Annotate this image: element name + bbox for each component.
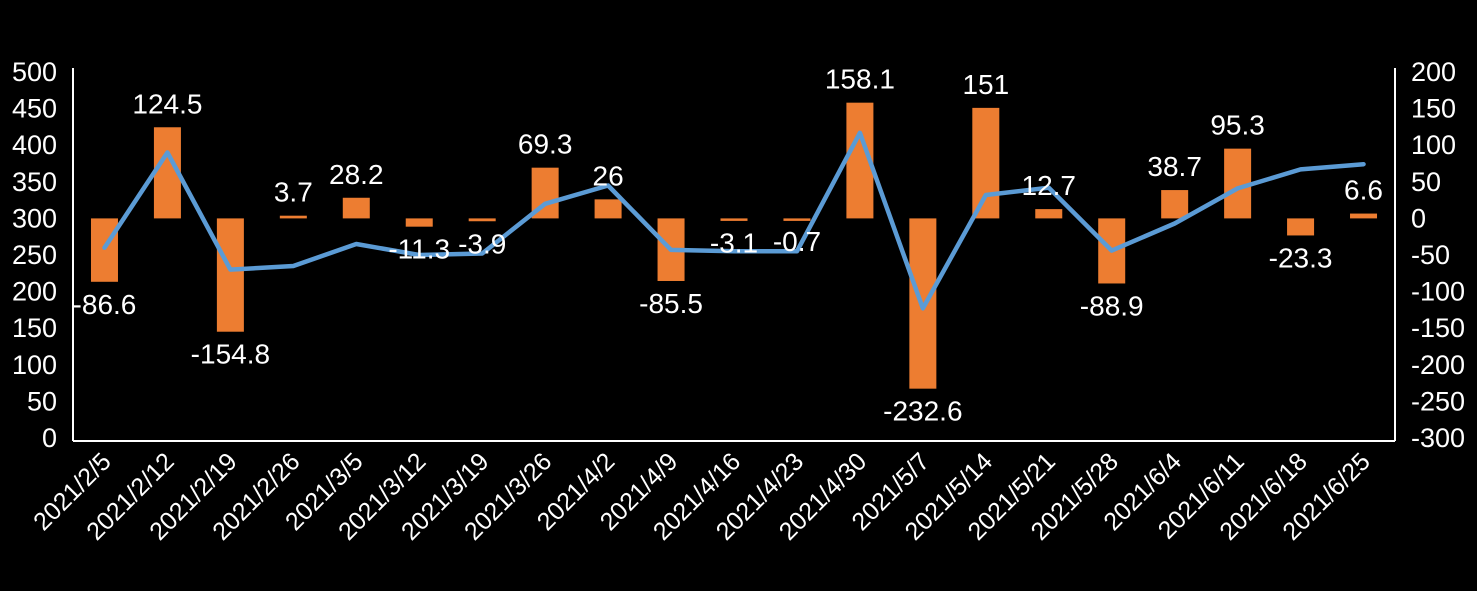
left-axis-tick-label: 450 xyxy=(12,94,57,124)
left-axis-tick-label: 350 xyxy=(12,167,57,197)
bar-value-label: -0.7 xyxy=(773,226,821,257)
bar xyxy=(1287,218,1315,236)
left-axis-tick-label: 300 xyxy=(12,203,57,233)
left-axis-tick-label: 400 xyxy=(12,130,57,160)
bar xyxy=(972,107,1000,219)
right-axis-tick-label: -200 xyxy=(1411,350,1465,380)
bar-value-label: 124.5 xyxy=(132,88,202,119)
bar-value-label: -86.6 xyxy=(73,289,137,320)
bar-value-label: -154.8 xyxy=(191,339,270,370)
right-axis-tick-label: -100 xyxy=(1411,277,1465,307)
bar xyxy=(216,218,244,332)
bar-value-label: -3.1 xyxy=(710,228,758,259)
left-axis-tick-label: 200 xyxy=(12,277,57,307)
bar-value-label: 26 xyxy=(593,160,624,191)
left-axis-tick-label: 50 xyxy=(27,386,57,416)
right-axis-tick-label: -150 xyxy=(1411,313,1465,343)
bar xyxy=(783,218,811,221)
bar-value-label: 6.6 xyxy=(1344,175,1383,206)
left-axis-tick-label: 0 xyxy=(42,423,57,453)
bar xyxy=(720,218,748,221)
bar xyxy=(594,199,622,219)
right-axis-tick-label: 50 xyxy=(1411,167,1441,197)
bar xyxy=(468,218,496,222)
right-axis-tick-label: -300 xyxy=(1411,423,1465,453)
bar-value-label: -23.3 xyxy=(1269,242,1333,273)
bar-value-label: -3.9 xyxy=(458,228,506,259)
bar xyxy=(1161,190,1189,219)
right-axis-tick-label: -50 xyxy=(1411,240,1450,270)
left-axis-tick-label: 250 xyxy=(12,240,57,270)
bar-value-label: -85.5 xyxy=(639,288,703,319)
bar xyxy=(1350,213,1378,219)
bar-value-label: 151 xyxy=(962,69,1009,100)
right-axis-tick-label: 200 xyxy=(1411,57,1456,87)
bar-value-label: 12.7 xyxy=(1022,170,1077,201)
bar xyxy=(279,215,307,219)
left-axis-tick-label: 500 xyxy=(12,57,57,87)
bar xyxy=(90,218,118,282)
bar-value-label: 158.1 xyxy=(825,64,895,95)
bar xyxy=(342,197,370,219)
bar xyxy=(405,218,433,227)
bar xyxy=(1035,209,1063,219)
bar-value-label: 38.7 xyxy=(1147,151,1202,182)
right-axis-tick-label: -250 xyxy=(1411,386,1465,416)
bar-value-label: -232.6 xyxy=(883,396,962,427)
right-axis-tick-label: 150 xyxy=(1411,94,1456,124)
left-axis-tick-label: 150 xyxy=(12,313,57,343)
bar-value-label: 95.3 xyxy=(1210,110,1265,141)
left-axis-tick-label: 100 xyxy=(12,350,57,380)
bar-value-label: -88.9 xyxy=(1080,290,1144,321)
bar-value-label: 3.7 xyxy=(274,177,313,208)
right-axis-tick-label: 100 xyxy=(1411,130,1456,160)
trend-line xyxy=(102,130,1366,311)
right-axis-tick-label: 0 xyxy=(1411,203,1426,233)
bar-value-label: 69.3 xyxy=(518,129,573,160)
bar-value-label: -11.3 xyxy=(388,234,450,265)
bar-value-label: 28.2 xyxy=(329,159,384,190)
